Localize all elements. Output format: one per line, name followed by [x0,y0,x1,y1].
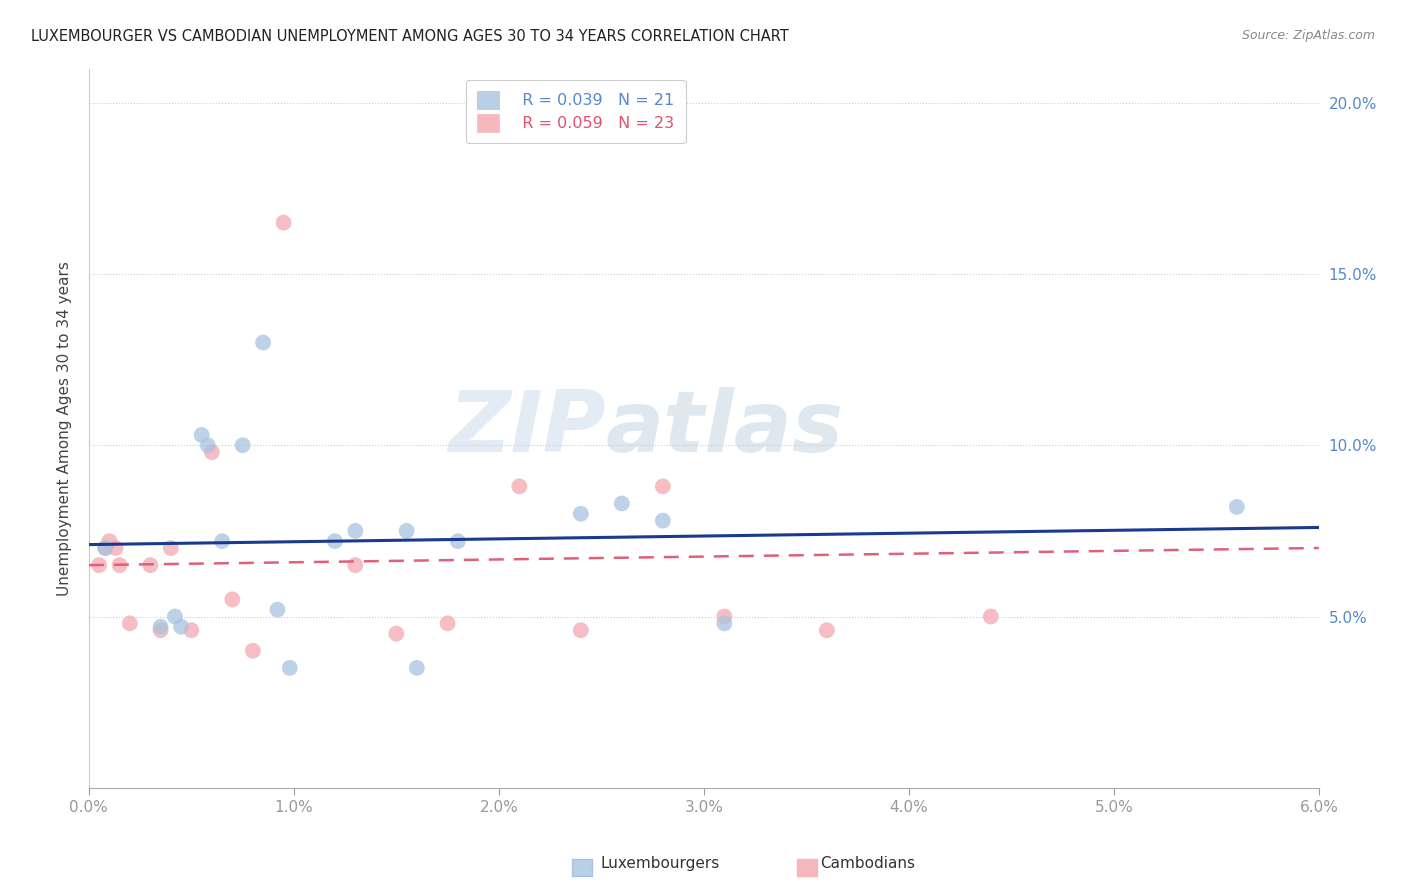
Point [273,216,295,230]
Point [139,558,162,573]
Point [87,558,110,573]
Point [323,534,346,549]
Point [190,428,212,442]
Point [180,624,202,638]
Point [508,479,530,493]
Point [1226,500,1249,514]
Text: Cambodians: Cambodians [820,856,915,871]
Point [94,541,117,555]
Point [713,609,735,624]
Point [278,661,301,675]
Point [344,558,367,573]
Point [197,438,219,452]
Point [815,624,838,638]
Point [118,616,141,631]
Point [569,507,592,521]
Point [344,524,367,538]
Text: LUXEMBOURGER VS CAMBODIAN UNEMPLOYMENT AMONG AGES 30 TO 34 YEARS CORRELATION CHA: LUXEMBOURGER VS CAMBODIAN UNEMPLOYMENT A… [31,29,789,44]
Point [713,616,735,631]
Point [149,624,172,638]
Text: ZIP: ZIP [449,386,606,469]
Point [170,620,193,634]
Legend:   R = 0.039   N = 21,   R = 0.059   N = 23: R = 0.039 N = 21, R = 0.059 N = 23 [465,80,686,143]
Point [405,661,427,675]
Point [980,609,1002,624]
Point [266,602,288,616]
Point [385,626,408,640]
Point [221,592,243,607]
Point [163,609,186,624]
Point [98,534,121,549]
Point [395,524,418,538]
Point [651,514,673,528]
Point [104,541,127,555]
Point [149,620,172,634]
Point [436,616,458,631]
Point [232,438,254,452]
FancyBboxPatch shape [797,858,817,876]
Point [160,541,183,555]
Point [94,541,117,555]
Point [242,644,264,658]
Point [610,496,633,510]
FancyBboxPatch shape [572,858,592,876]
Y-axis label: Unemployment Among Ages 30 to 34 years: Unemployment Among Ages 30 to 34 years [58,260,72,596]
Text: atlas: atlas [606,386,844,469]
Point [211,534,233,549]
Text: Source: ZipAtlas.com: Source: ZipAtlas.com [1241,29,1375,42]
Point [201,445,224,459]
Point [252,335,274,350]
Point [447,534,470,549]
Text: Luxembourgers: Luxembourgers [600,856,720,871]
Point [569,624,592,638]
Point [108,558,131,573]
Point [651,479,673,493]
